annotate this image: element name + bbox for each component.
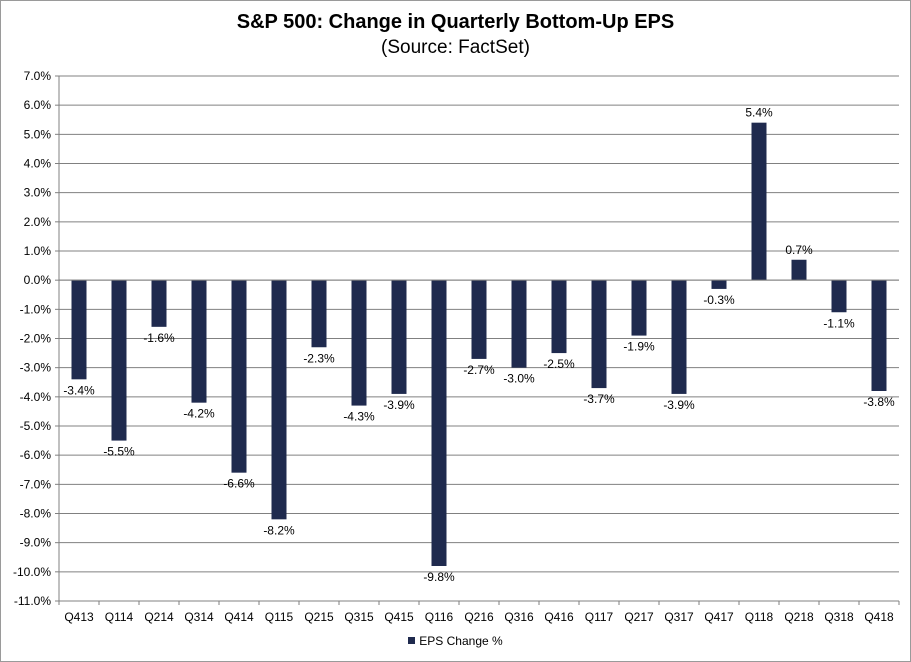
- data-label: -4.3%: [343, 410, 375, 424]
- y-tick-label: -5.0%: [20, 419, 52, 433]
- bar: [431, 280, 447, 566]
- data-label: -5.5%: [103, 445, 135, 459]
- bar: [231, 280, 247, 473]
- y-tick-label: -11.0%: [14, 594, 51, 608]
- x-tick-label: Q118: [745, 610, 774, 624]
- bar: [471, 280, 487, 359]
- y-tick-label: -7.0%: [20, 477, 52, 491]
- bar: [151, 280, 167, 327]
- y-tick-label: -3.0%: [20, 361, 52, 375]
- y-tick-label: -2.0%: [20, 332, 52, 346]
- data-label: -6.6%: [223, 477, 255, 491]
- legend-label: EPS Change %: [419, 633, 503, 648]
- bar: [831, 280, 847, 313]
- x-tick-label: Q116: [425, 610, 454, 624]
- data-label: -1.6%: [143, 331, 175, 345]
- data-label: -3.9%: [383, 398, 415, 412]
- bar: [311, 280, 327, 348]
- y-tick-label: -10.0%: [13, 565, 51, 579]
- data-label: -3.7%: [583, 392, 615, 406]
- x-tick-label: Q314: [184, 610, 214, 624]
- bar: [391, 280, 407, 394]
- x-tick-label: Q418: [864, 610, 894, 624]
- chart-title: S&P 500: Change in Quarterly Bottom-Up E…: [236, 11, 675, 33]
- y-tick-label: 1.0%: [24, 244, 52, 258]
- y-tick-label: 3.0%: [24, 186, 52, 200]
- y-tick-label: 5.0%: [24, 127, 52, 141]
- data-label: -2.7%: [463, 363, 495, 377]
- data-label: -8.2%: [263, 523, 295, 537]
- bar: [191, 280, 207, 403]
- data-label: -3.8%: [863, 395, 895, 409]
- x-tick-label: Q417: [704, 610, 734, 624]
- data-label: -1.1%: [823, 316, 855, 330]
- bar: [671, 280, 687, 394]
- x-tick-label: Q415: [384, 610, 414, 624]
- y-tick-label: -6.0%: [20, 448, 52, 462]
- x-tick-label: Q317: [664, 610, 694, 624]
- data-label: 5.4%: [745, 106, 773, 120]
- x-tick-label: Q416: [544, 610, 574, 624]
- x-tick-label: Q318: [824, 610, 854, 624]
- data-label: -0.3%: [703, 293, 735, 307]
- bar: [271, 280, 287, 520]
- bar: [631, 280, 647, 336]
- y-tick-label: -9.0%: [20, 536, 52, 550]
- y-tick-label: 2.0%: [24, 215, 52, 229]
- y-tick-label: 6.0%: [24, 98, 52, 112]
- data-label: -9.8%: [423, 570, 455, 584]
- data-label: -2.5%: [543, 357, 575, 371]
- x-tick-label: Q315: [344, 610, 374, 624]
- x-tick-label: Q218: [784, 610, 814, 624]
- data-label: -2.3%: [303, 351, 335, 365]
- x-tick-label: Q215: [304, 610, 334, 624]
- x-tick-label: Q414: [224, 610, 254, 624]
- x-tick-label: Q413: [64, 610, 94, 624]
- x-tick-label: Q217: [624, 610, 654, 624]
- bar: [711, 280, 727, 289]
- bar: [71, 280, 87, 380]
- bar: [511, 280, 527, 368]
- y-tick-label: 0.0%: [24, 273, 52, 287]
- chart-subtitle: (Source: FactSet): [381, 37, 530, 58]
- legend: EPS Change %: [1, 633, 910, 648]
- x-tick-label: Q117: [585, 610, 614, 624]
- data-label: -3.0%: [503, 372, 535, 386]
- bar: [551, 280, 567, 354]
- bar: [351, 280, 367, 406]
- x-tick-label: Q216: [464, 610, 494, 624]
- y-tick-label: 4.0%: [24, 157, 52, 171]
- data-label: 0.7%: [785, 243, 813, 257]
- data-label: -1.9%: [623, 340, 655, 354]
- data-label: -4.2%: [183, 407, 215, 421]
- y-tick-label: 7.0%: [24, 69, 52, 83]
- legend-swatch: [408, 637, 416, 645]
- y-tick-label: -4.0%: [20, 390, 52, 404]
- bar: [111, 280, 127, 441]
- data-label: -3.9%: [663, 398, 695, 412]
- x-tick-label: Q115: [265, 610, 294, 624]
- bar: [751, 122, 767, 281]
- plot-area: 7.0% 6.0% 5.0% 4.0% 3.0% 2.0% 1.0% 0.0% -1.0% -2.…: [13, 69, 900, 624]
- bar: [791, 259, 807, 281]
- y-tick-label: -8.0%: [20, 507, 52, 521]
- x-tick-label: Q114: [105, 610, 134, 624]
- x-tick-label: Q214: [144, 610, 174, 624]
- bar: [591, 280, 607, 389]
- data-label: -3.4%: [63, 383, 95, 397]
- x-tick-label: Q316: [504, 610, 534, 624]
- bar: [871, 280, 887, 391]
- y-tick-label: -1.0%: [20, 302, 52, 316]
